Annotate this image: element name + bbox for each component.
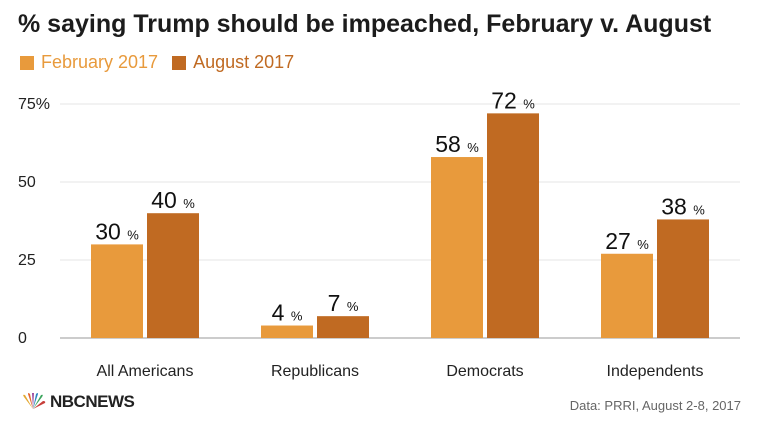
bar <box>431 157 483 338</box>
legend-label-august: August 2017 <box>193 52 295 72</box>
bar <box>601 253 653 338</box>
bar <box>261 325 313 338</box>
x-tick-label: Republicans <box>271 363 359 380</box>
x-tick-label: Democrats <box>446 363 523 380</box>
y-tick-label: 75% <box>18 96 50 113</box>
legend-item-february: February 2017 <box>20 52 158 73</box>
y-tick-label: 25 <box>18 252 36 269</box>
nbc-news-logo: NBCNEWS <box>20 392 135 412</box>
y-axis: 0 25 50 75% <box>18 96 50 347</box>
peacock-icon <box>23 393 46 409</box>
y-tick-label: 50 <box>18 174 36 191</box>
data-label: 40 % <box>151 187 195 213</box>
bar <box>317 316 369 338</box>
bars: 30 % 40 % 4 % 7 % 58 % 72 % 27 % 38 % <box>91 87 709 338</box>
y-tick-label: 0 <box>18 330 27 347</box>
legend-label-february: February 2017 <box>41 52 159 72</box>
legend-swatch-august <box>172 55 187 70</box>
x-tick-label: Independents <box>607 363 704 380</box>
bar <box>147 213 199 338</box>
data-label: 72 % <box>491 87 535 113</box>
source-note: Data: PRRI, August 2-8, 2017 <box>569 398 741 413</box>
legend-swatch-february <box>20 55 34 70</box>
data-label: 58 % <box>435 131 479 157</box>
data-label: 30 % <box>95 218 139 244</box>
x-axis: All Americans Republicans Democrats Indepen… <box>97 363 704 380</box>
legend-item-august: August 2017 <box>172 52 294 73</box>
data-label: 7 % <box>328 290 359 316</box>
x-tick-label: All Americans <box>97 363 194 380</box>
bar <box>487 113 539 338</box>
legend: February 2017 August 2017 <box>20 52 308 73</box>
bar <box>657 219 709 338</box>
data-label: 27 % <box>605 228 649 254</box>
data-label: 4 % <box>272 300 303 326</box>
bar <box>91 244 143 338</box>
logo-text: NBCNEWS <box>50 392 135 411</box>
chart-title: % saying Trump should be impeached, Febr… <box>18 10 712 38</box>
data-label: 38 % <box>661 193 705 219</box>
